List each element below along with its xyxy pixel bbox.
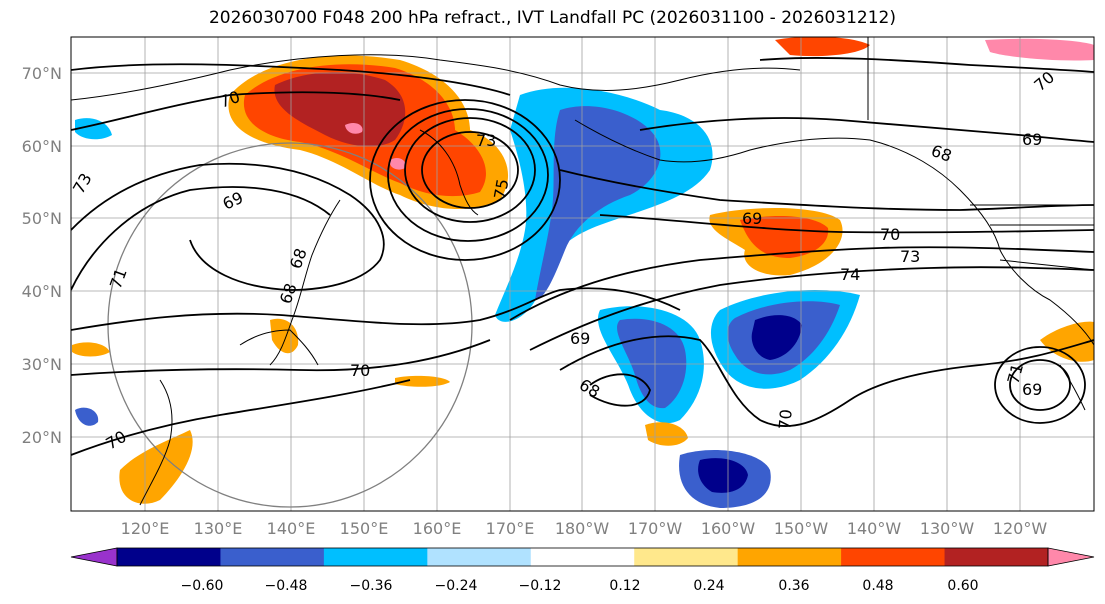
- negative-region-west-small: [75, 407, 99, 426]
- lon-label: 160°E: [413, 519, 462, 538]
- colorbar-segment: [737, 548, 842, 566]
- colorbar-extend-max: [1047, 547, 1095, 567]
- colorbar-segment: [841, 548, 946, 566]
- plot-border: [70, 36, 1095, 512]
- lat-label: 40°N: [22, 282, 62, 301]
- contour-label: 69: [1022, 380, 1042, 399]
- contour-label: 69: [570, 329, 590, 348]
- contour-label: 73: [900, 247, 920, 266]
- colorbar-tick-label: 0.12: [609, 578, 640, 594]
- colorbar-tick-label: 0.24: [693, 578, 724, 594]
- lon-label: 170°W: [628, 519, 683, 538]
- lat-label: 20°N: [22, 428, 62, 447]
- negative-region-central-core: [617, 318, 687, 409]
- negative-region-south-core: [698, 458, 748, 493]
- lon-label: 150°E: [340, 519, 389, 538]
- contour-label: 70: [350, 361, 370, 380]
- colorbar-tick-label: 0.60: [947, 578, 978, 594]
- colorbar-segment: [634, 548, 739, 566]
- negative-region-bering-core: [535, 106, 661, 300]
- contour-label: 69: [1022, 130, 1042, 149]
- colorbar-segment: [117, 548, 221, 566]
- lon-label: 130°E: [194, 519, 243, 538]
- colorbar-segment: [427, 548, 532, 566]
- positive-region-south-central: [645, 422, 688, 446]
- contour-lines: [71, 57, 1094, 456]
- lon-label: 180°W: [555, 519, 610, 538]
- contour-label: 75: [490, 177, 512, 200]
- colorbar-segment: [220, 548, 325, 566]
- lon-label: 140°W: [847, 519, 902, 538]
- longitude-labels: 120°E 130°E 140°E 150°E 160°E 170°E 180°…: [121, 519, 1048, 538]
- positive-region-west-small: [72, 342, 110, 357]
- map-title: 2026030700 F048 200 hPa refract., IVT La…: [208, 8, 896, 28]
- contour-label: 73: [476, 131, 496, 150]
- lon-label: 130°W: [920, 519, 975, 538]
- colorbar-tick-label: −0.48: [265, 578, 308, 594]
- colorbar-border: [116, 547, 1049, 567]
- colorbar-tick-label: −0.60: [181, 578, 224, 594]
- colorbar-segment: [944, 548, 1049, 566]
- colorbar-tick-label: 0.48: [862, 578, 893, 594]
- colorbar-tick-label: −0.12: [519, 578, 562, 594]
- lon-label: 140°E: [267, 519, 316, 538]
- contour-label: 69: [742, 209, 762, 228]
- colorbar-segment: [530, 548, 635, 566]
- lat-label: 60°N: [22, 137, 62, 156]
- colorbar-segment: [323, 548, 428, 566]
- positive-region-east-band-core: [740, 216, 829, 258]
- negative-region-east-strong: [751, 315, 802, 360]
- colorbar-extend-min: [70, 547, 118, 567]
- colorbar-tick-label: 0.36: [778, 578, 809, 594]
- positive-region-midlat: [395, 375, 450, 387]
- lon-label: 120°W: [993, 519, 1048, 538]
- contour-label: 70: [775, 408, 796, 430]
- colorbar-tick-label: −0.36: [350, 578, 393, 594]
- positive-region-pink: [345, 122, 406, 170]
- positive-region-top-east: [775, 37, 870, 57]
- contour-label: 71: [1004, 361, 1028, 386]
- lat-label: 50°N: [22, 209, 62, 228]
- coastlines: [71, 37, 1094, 506]
- lat-label: 30°N: [22, 355, 62, 374]
- latitude-labels: 70°N 60°N 50°N 40°N 30°N 20°N: [22, 64, 62, 447]
- lon-label: 150°W: [774, 519, 829, 538]
- contour-label: 70: [880, 225, 900, 244]
- colorbar: −0.60 −0.48 −0.36 −0.24 −0.12 0.12 0.24 …: [70, 547, 1095, 594]
- lat-label: 70°N: [22, 64, 62, 83]
- lon-label: 160°W: [701, 519, 756, 538]
- lon-label: 120°E: [121, 519, 170, 538]
- positive-region-top-right: [985, 38, 1094, 61]
- contour-label: 74: [840, 265, 860, 284]
- positive-region-southwest: [119, 430, 193, 504]
- colorbar-tick-label: −0.24: [435, 578, 478, 594]
- positive-region-siberia-max: [274, 72, 406, 147]
- lon-label: 170°E: [486, 519, 535, 538]
- gridlines: [71, 37, 1094, 511]
